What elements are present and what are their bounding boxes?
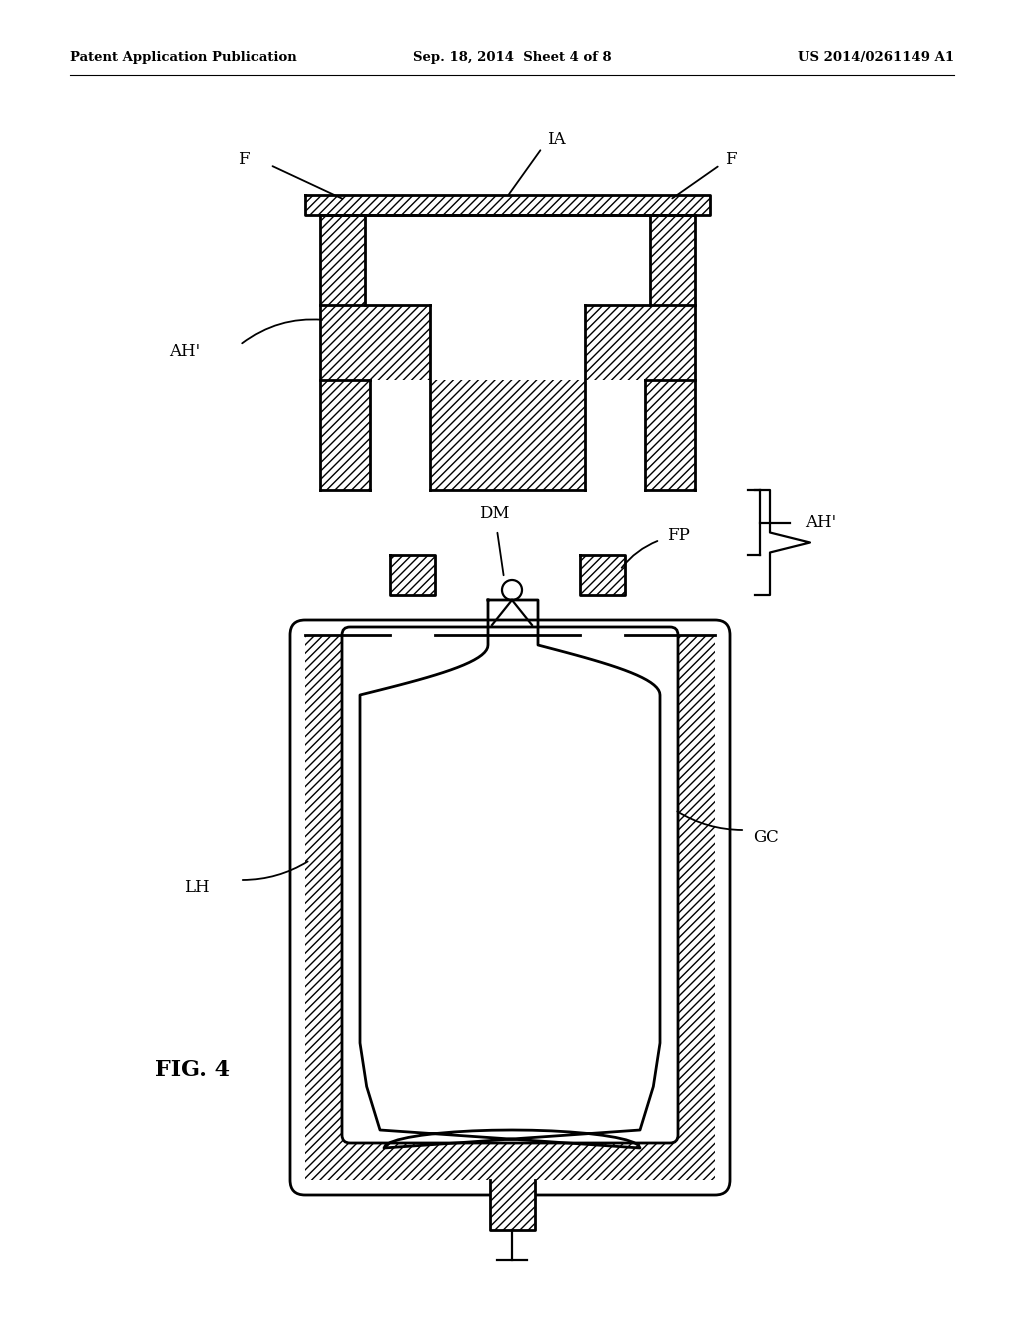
Bar	[390, 554, 435, 595]
Bar	[319, 215, 365, 305]
Text: IA: IA	[547, 132, 565, 149]
Text: US 2014/0261149 A1: US 2014/0261149 A1	[798, 51, 954, 65]
Bar	[305, 1135, 715, 1180]
Bar	[650, 215, 695, 305]
Text: Patent Application Publication: Patent Application Publication	[70, 51, 297, 65]
FancyBboxPatch shape	[342, 627, 678, 1143]
Text: FIG. 4: FIG. 4	[155, 1059, 230, 1081]
Bar	[305, 195, 710, 215]
Bar	[319, 380, 370, 490]
Text: AH': AH'	[805, 513, 837, 531]
Bar	[490, 1180, 535, 1230]
Text: GC: GC	[753, 829, 778, 846]
Bar	[305, 635, 350, 1180]
Text: F: F	[725, 152, 736, 169]
Text: Sep. 18, 2014  Sheet 4 of 8: Sep. 18, 2014 Sheet 4 of 8	[413, 51, 611, 65]
Bar	[430, 380, 585, 490]
Bar	[670, 635, 715, 1180]
Bar	[319, 305, 430, 380]
Text: AH': AH'	[169, 343, 200, 360]
Bar	[580, 554, 625, 595]
Bar	[645, 380, 695, 490]
Text: F: F	[239, 152, 250, 169]
Text: DM: DM	[479, 506, 509, 521]
Bar	[585, 305, 695, 380]
Text: FP: FP	[667, 527, 690, 544]
Text: LH: LH	[184, 879, 210, 895]
